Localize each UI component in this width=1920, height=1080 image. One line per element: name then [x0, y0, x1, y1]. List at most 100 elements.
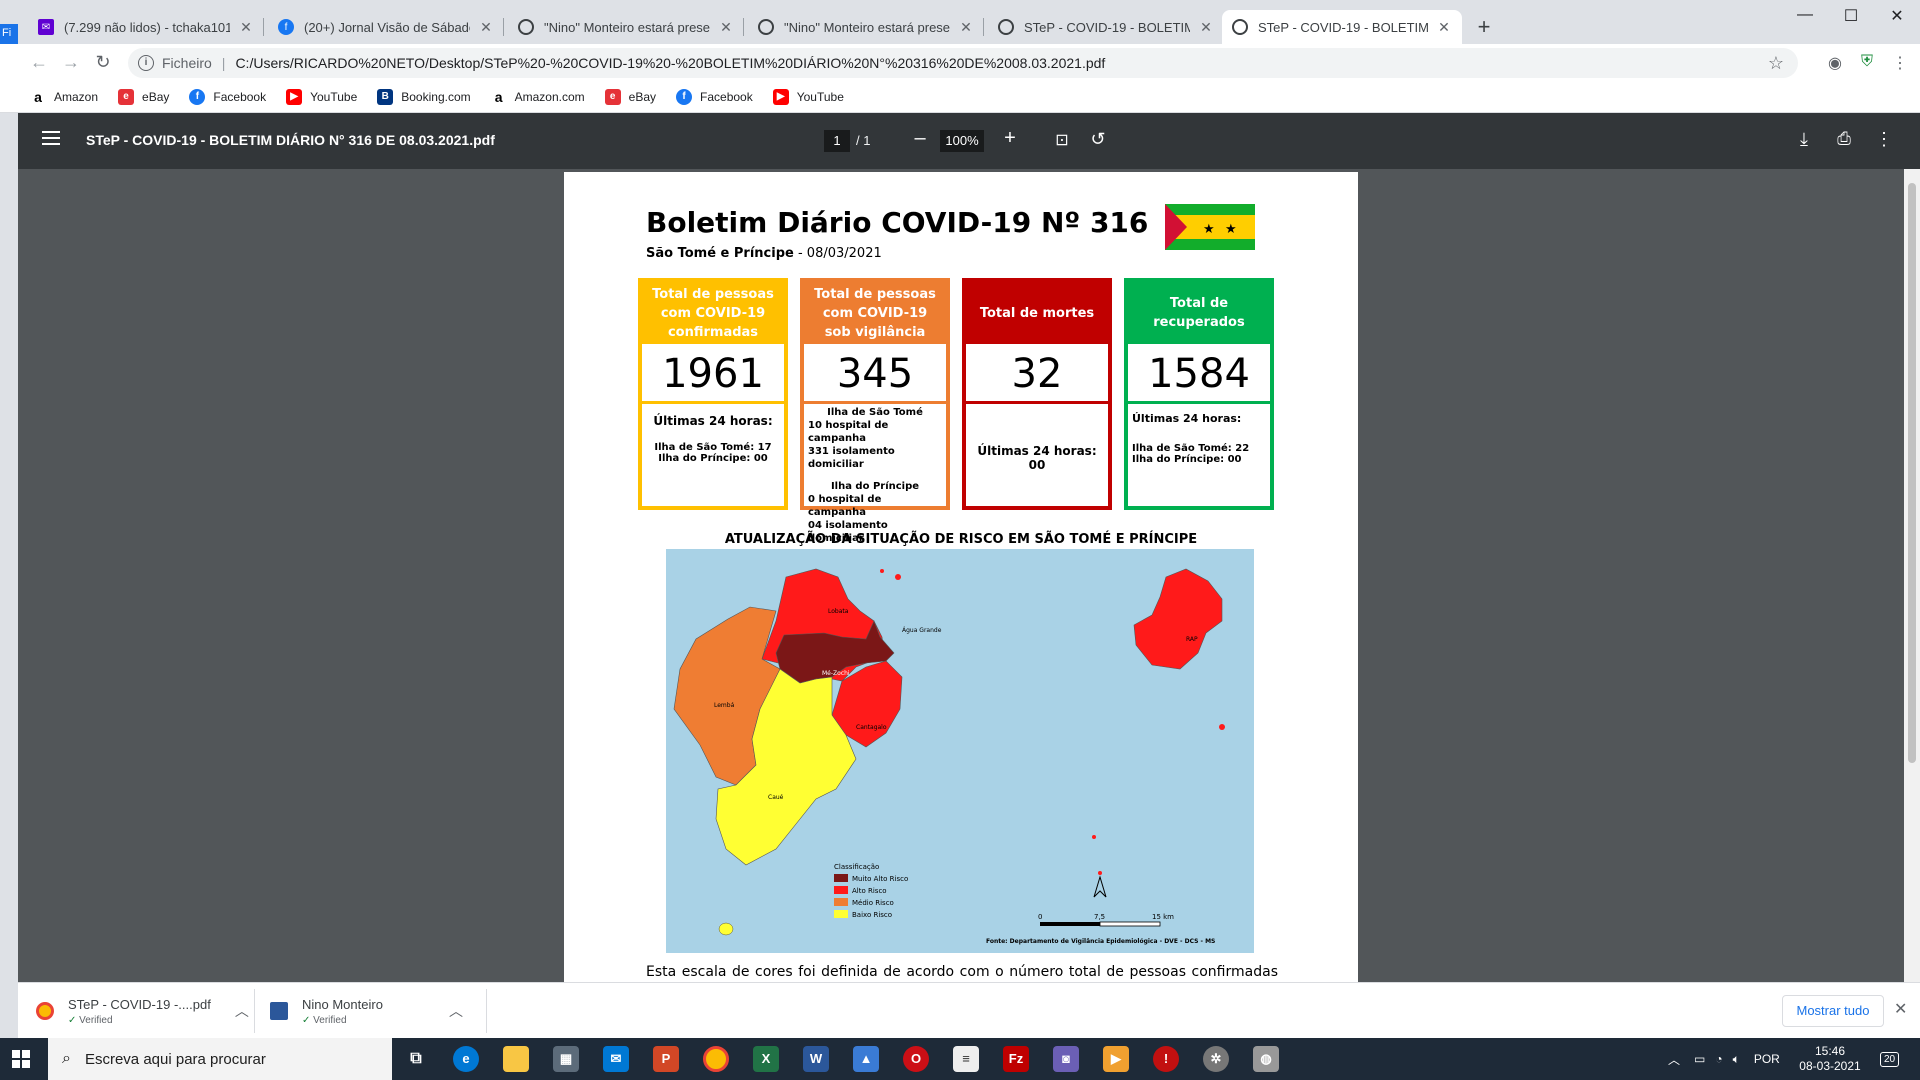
- tab-title: (7.299 não lidos) - tchaka101@ya: [64, 19, 230, 35]
- tab-1[interactable]: ✉ (7.299 não lidos) - tchaka101@ya ✕: [28, 10, 264, 44]
- chevron-up-icon[interactable]: ︿: [234, 1003, 249, 1019]
- notifications-icon[interactable]: 20: [1880, 1038, 1900, 1080]
- close-icon[interactable]: ✕: [720, 18, 732, 35]
- map-source: Fonte: Departamento de Vigilância Epidem…: [986, 938, 1215, 945]
- tab-6-active[interactable]: STeP - COVID-19 - BOLETIM DIÁR ✕: [1222, 10, 1462, 44]
- back-button[interactable]: ←: [30, 52, 48, 72]
- app-icon[interactable]: ◙: [1053, 1046, 1079, 1072]
- more-menu-icon[interactable]: ⋮: [1892, 55, 1908, 72]
- tab-2[interactable]: f (20+) Jornal Visão de Sábado | Fa ✕: [268, 10, 504, 44]
- facebook-icon: f: [189, 88, 206, 105]
- powerpoint-icon[interactable]: P: [653, 1046, 679, 1072]
- warning-app-icon[interactable]: !: [1153, 1046, 1179, 1072]
- map-label-lemba: Lembá: [714, 702, 735, 709]
- bookmark-amazon[interactable]: a Amazon: [30, 89, 98, 105]
- address-bar[interactable]: i Ficheiro | C:/Users/RICARDO%20NETO/Des…: [128, 48, 1798, 78]
- bookmarks-bar: a Amazon e eBay f Facebook ▶ YouTube B Bookin…: [0, 81, 1920, 113]
- close-icon[interactable]: ✕: [960, 18, 972, 35]
- download-item-word[interactable]: Nino Monteiro ✓ Verified ︿: [270, 993, 463, 1029]
- page-total: / 1: [856, 133, 871, 148]
- globe-icon: [1232, 19, 1248, 35]
- task-view-icon[interactable]: ⧉: [410, 1050, 422, 1067]
- card-value: 345: [804, 344, 946, 404]
- address-scheme: Ficheiro: [162, 55, 212, 71]
- word-doc-icon: [270, 1002, 288, 1020]
- tab-4[interactable]: "Nino" Monteiro estará presente ✕: [748, 10, 984, 44]
- mail-icon[interactable]: ✉: [603, 1046, 629, 1072]
- close-window-button[interactable]: ✕: [1890, 8, 1904, 25]
- star-icon[interactable]: ☆: [1767, 52, 1784, 73]
- reload-button[interactable]: ↻: [95, 52, 111, 72]
- left-edge-window: Fi: [0, 24, 18, 44]
- new-tab-button[interactable]: +: [1477, 14, 1491, 39]
- minimize-button[interactable]: —: [1797, 6, 1813, 23]
- forward-button[interactable]: →: [62, 52, 80, 72]
- edge-icon[interactable]: e: [453, 1046, 479, 1072]
- chevron-up-icon[interactable]: ︿: [1668, 1052, 1681, 1067]
- bookmark-youtube[interactable]: ▶ YouTube: [286, 88, 357, 105]
- windows-start-icon[interactable]: [12, 1050, 30, 1068]
- close-icon[interactable]: ✕: [240, 18, 252, 35]
- rotate-icon[interactable]: ↺: [1090, 129, 1106, 149]
- filezilla-icon[interactable]: Fz: [1003, 1046, 1029, 1072]
- card-body: Últimas 24 horas: Ilha de São Tomé: 22 I…: [1132, 412, 1250, 465]
- settings-app-icon[interactable]: ✲: [1203, 1046, 1229, 1072]
- card-body: Últimas 24 horas: Ilha de São Tomé: 17 I…: [653, 414, 773, 464]
- taskbar-search[interactable]: ⌕ Escreva aqui para procurar: [48, 1038, 392, 1080]
- zoom-in-button[interactable]: +: [1004, 127, 1016, 149]
- notepad-icon[interactable]: ≡: [953, 1046, 979, 1072]
- menu-icon[interactable]: [42, 131, 60, 145]
- shield-icon[interactable]: ⛨: [1860, 53, 1873, 70]
- media-player-icon[interactable]: ▶: [1103, 1046, 1129, 1072]
- zoom-out-button[interactable]: –: [914, 127, 926, 149]
- download-icon[interactable]: ⤓: [1800, 129, 1808, 149]
- tab-5[interactable]: STeP - COVID-19 - BOLETIM DIÁR ✕: [988, 10, 1224, 44]
- bookmark-facebook-2[interactable]: f Facebook: [676, 88, 753, 105]
- show-all-button[interactable]: Mostrar tudo: [1782, 995, 1884, 1027]
- photos-icon[interactable]: ▲: [853, 1046, 879, 1072]
- excel-icon[interactable]: X: [753, 1046, 779, 1072]
- wifi-icon[interactable]: ◔: [1715, 1052, 1723, 1066]
- network-icon[interactable]: ▭: [1694, 1052, 1706, 1066]
- bookmark-youtube-2[interactable]: ▶ YouTube: [772, 88, 844, 105]
- scrollbar-thumb[interactable]: [1908, 183, 1916, 763]
- language-indicator[interactable]: POR: [1753, 1052, 1780, 1066]
- volume-icon[interactable]: 🔈︎: [1732, 1051, 1740, 1066]
- download-name: STeP - COVID-19 -....pdf: [68, 996, 211, 1012]
- card-body: Ilha de São Tomé 10 hospital de campanha…: [808, 407, 923, 544]
- close-icon[interactable]: ✕: [1200, 18, 1212, 35]
- profile-icon[interactable]: ◉: [1828, 55, 1842, 72]
- bookmark-ebay[interactable]: e eBay: [118, 88, 169, 105]
- fit-page-icon[interactable]: ⊡: [1055, 132, 1069, 149]
- print-icon[interactable]: ⎙: [1837, 129, 1851, 148]
- opera-icon[interactable]: O: [903, 1046, 929, 1072]
- close-icon[interactable]: ✕: [480, 18, 492, 35]
- clock[interactable]: 15:46 08-03-2021: [1790, 1044, 1870, 1074]
- ebay-icon: e: [604, 88, 621, 105]
- scale-bar: 0 7,5 15 km: [1038, 913, 1174, 927]
- page-number-input[interactable]: 1: [824, 130, 850, 152]
- downloads-bar: STeP - COVID-19 -....pdf ✓ Verified ︿ Ni…: [18, 982, 1920, 1038]
- close-icon[interactable]: ✕: [1894, 1001, 1908, 1018]
- bookmark-ebay-2[interactable]: e eBay: [604, 88, 656, 105]
- bookmark-booking[interactable]: B Booking.com: [377, 88, 471, 105]
- clock-time: 15:46: [1814, 1044, 1846, 1058]
- scrollbar[interactable]: [1904, 169, 1920, 982]
- card-surveillance: Total de pessoas com COVID-19 sob vigilâ…: [800, 278, 950, 544]
- close-icon[interactable]: ✕: [1438, 18, 1450, 35]
- chrome-icon[interactable]: [703, 1046, 729, 1072]
- download-item-pdf[interactable]: STeP - COVID-19 -....pdf ✓ Verified ︿: [36, 993, 249, 1029]
- store-icon[interactable]: ▦: [553, 1046, 579, 1072]
- chevron-up-icon[interactable]: ︿: [448, 1003, 463, 1019]
- file-explorer-icon[interactable]: [503, 1046, 529, 1072]
- map-label-cantagalo: Cantagalo: [856, 724, 887, 731]
- zoom-input[interactable]: 100%: [940, 130, 984, 152]
- tab-3[interactable]: "Nino" Monteiro estará presente ✕: [508, 10, 744, 44]
- info-icon[interactable]: i: [138, 55, 154, 71]
- word-icon[interactable]: W: [803, 1046, 829, 1072]
- maximize-button[interactable]: ☐: [1843, 8, 1859, 25]
- more-options-icon[interactable]: ⋮: [1875, 129, 1893, 149]
- bookmark-facebook[interactable]: f Facebook: [189, 88, 266, 105]
- bookmark-amazon-com[interactable]: a Amazon.com: [491, 89, 585, 105]
- misc-app-icon[interactable]: ◍: [1253, 1046, 1279, 1072]
